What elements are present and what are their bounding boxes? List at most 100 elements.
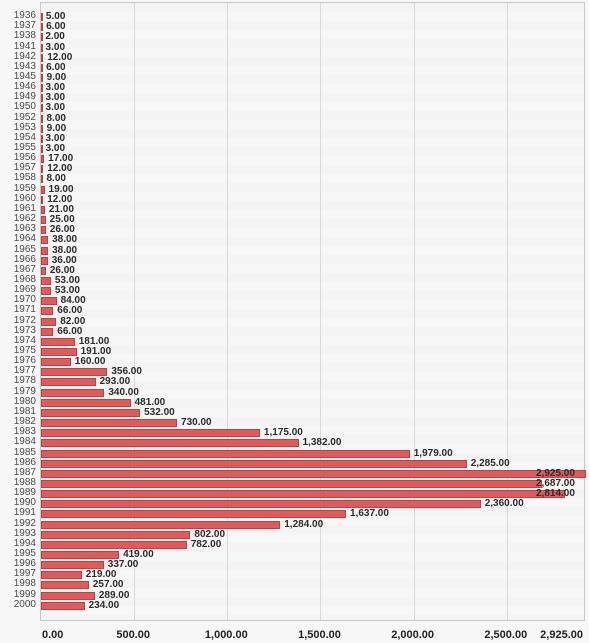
y-category-label: 1950 [0,102,36,112]
bar [41,206,45,214]
gridline [414,3,415,620]
bar [41,277,51,285]
bar [41,510,346,518]
bar [41,74,43,82]
bar [41,368,107,376]
bar [41,480,542,488]
y-category-label: 2000 [0,600,36,610]
y-category-label: 1978 [0,376,36,386]
bar [41,358,71,366]
y-category-label: 1991 [0,508,36,518]
bar [41,125,43,133]
bar [41,500,481,508]
bar [41,115,43,123]
value-label: 234.00 [89,601,120,611]
bar [41,196,43,204]
x-tick-label: 0.00 [42,629,63,641]
bar [41,531,190,539]
bar [41,439,299,447]
bar [41,267,46,275]
bar [41,54,43,62]
bar [41,186,45,194]
bar [41,307,53,315]
value-label: 66.00 [57,306,82,316]
value-label: 293.00 [100,377,131,387]
bar [41,155,44,163]
y-category-label: 1984 [0,437,36,447]
bar [41,64,43,72]
bar [41,226,46,234]
bar [41,236,48,244]
value-label: 782.00 [191,540,222,550]
y-category-label: 1998 [0,579,36,589]
gridline [507,3,508,620]
bar [41,84,43,92]
value-label: 3.00 [46,103,65,113]
bar [41,470,586,478]
value-label: 1,382.00 [303,438,342,448]
y-category-label: 1971 [0,305,36,315]
bar [41,541,187,549]
bar [41,348,77,356]
value-label: 257.00 [93,580,124,590]
x-tick-label: 2,500.00 [484,629,527,641]
value-label: 8.00 [46,174,65,184]
bar [41,450,410,458]
bar [41,104,43,112]
bar [41,328,53,336]
bar [41,165,43,173]
bar-chart: 5.006.002.003.0012.006.009.003.003.003.0… [0,0,589,643]
bar [41,592,95,600]
value-label: 1,637.00 [350,509,389,519]
bar [41,602,85,610]
bar [41,318,56,326]
bar [41,13,43,21]
bar [41,571,82,579]
bar [41,287,51,295]
bar [41,399,131,407]
bar [41,257,48,265]
plot-area: 5.006.002.003.0012.006.009.003.003.003.0… [40,2,585,621]
bar [41,581,89,589]
y-category-label: 1964 [0,234,36,244]
value-label: 1,175.00 [264,428,303,438]
x-tick-label: 1,000.00 [205,629,248,641]
x-tick-label: 1,500.00 [298,629,341,641]
bar [41,521,280,529]
bar [41,135,43,143]
bar [41,389,104,397]
x-tick-label: 2,925.00 [540,629,583,641]
y-category-label: 1938 [0,31,36,41]
bar [41,145,43,153]
bar [41,460,467,468]
x-tick-label: 2,000.00 [391,629,434,641]
bar [41,23,43,31]
bar [41,378,96,386]
bar [41,429,260,437]
bar [41,44,43,52]
bar [41,94,43,102]
value-label: 160.00 [75,357,106,367]
bar [41,247,48,255]
bar [41,175,43,183]
value-label: 730.00 [181,418,212,428]
bar [41,297,57,305]
bar [41,216,46,224]
bar [41,490,565,498]
y-category-label: 1958 [0,173,36,183]
bar [41,419,177,427]
bar [41,551,119,559]
value-label: 2.00 [45,32,64,42]
value-label: 2,285.00 [471,459,510,469]
bar [41,561,104,569]
value-label: 532.00 [144,408,175,418]
value-label: 2,814.00 [536,489,575,499]
bar [41,409,140,417]
value-label: 1,979.00 [414,449,453,459]
value-label: 2,360.00 [485,499,524,509]
x-tick-label: 500.00 [116,629,150,641]
value-label: 38.00 [52,235,77,245]
bar [41,33,43,41]
bar [41,338,75,346]
value-label: 1,284.00 [284,520,323,530]
